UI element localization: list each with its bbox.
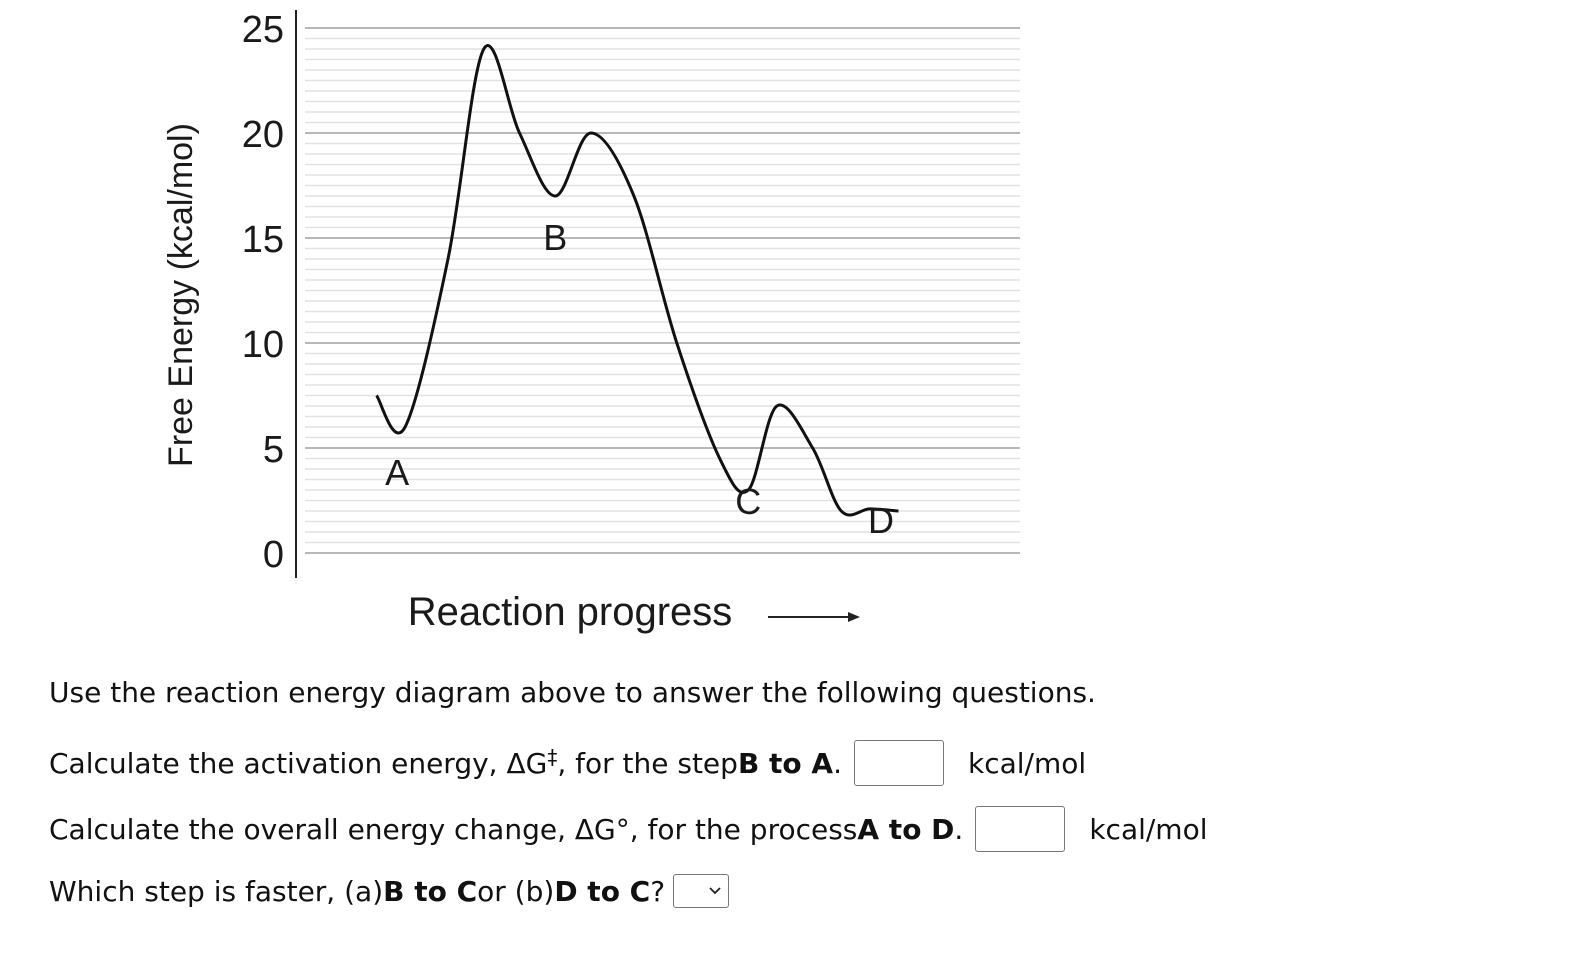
faster-step-select[interactable] bbox=[673, 874, 730, 908]
x-axis-arrow bbox=[768, 612, 860, 622]
y-tick-label: 15 bbox=[242, 219, 284, 261]
energy-curve bbox=[375, 44, 899, 517]
state-label-b: B bbox=[543, 217, 567, 258]
question-3: Which step is faster, (a) B to C or (b) … bbox=[49, 874, 730, 908]
question-1: Calculate the activation energy, ΔG ‡ , … bbox=[49, 740, 1086, 786]
energy-change-input[interactable] bbox=[975, 806, 1066, 852]
y-tick-label: 5 bbox=[263, 429, 284, 471]
y-tick-label: 25 bbox=[242, 9, 284, 51]
state-label-a: A bbox=[385, 452, 409, 493]
question-2: Calculate the overall energy change, ΔG°… bbox=[49, 806, 1208, 852]
x-axis-label: Reaction progress bbox=[408, 590, 733, 634]
question-intro: Use the reaction energy diagram above to… bbox=[49, 676, 1096, 709]
y-axis-label: Free Energy (kcal/mol) bbox=[162, 123, 200, 467]
grid-lines bbox=[305, 27, 1020, 554]
activation-energy-input[interactable] bbox=[853, 740, 944, 786]
state-label-d: D bbox=[868, 500, 894, 541]
chevron-down-icon bbox=[709, 887, 721, 895]
state-label-c: C bbox=[735, 481, 761, 522]
y-tick-labels: 0 5 10 15 20 25 bbox=[242, 9, 284, 576]
state-labels: A B C D bbox=[385, 217, 894, 541]
y-tick-label: 20 bbox=[242, 114, 284, 156]
energy-diagram: 0 5 10 15 20 25 Free Energy (kcal/mol) A B C D R… bbox=[162, 9, 1020, 634]
y-tick-label: 10 bbox=[242, 324, 284, 366]
y-tick-label: 0 bbox=[263, 534, 284, 576]
